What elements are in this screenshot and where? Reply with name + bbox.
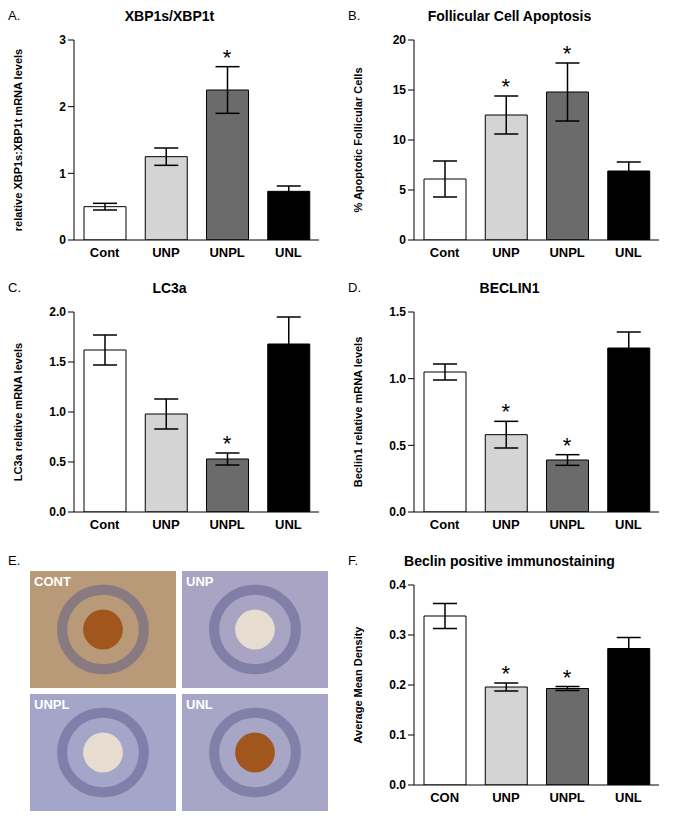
svg-text:0.0: 0.0 bbox=[49, 505, 66, 519]
html-text:XBP1s/XBP1t: XBP1s/XBP1t bbox=[124, 8, 215, 24]
svg-text:UNPL: UNPL bbox=[549, 790, 584, 805]
svg-text:Cont: Cont bbox=[430, 517, 460, 532]
html-text:CONT: CONT bbox=[34, 574, 71, 589]
html-text:Follicular Cell Apoptosis: Follicular Cell Apoptosis bbox=[427, 8, 592, 24]
svg-text:UNPL: UNPL bbox=[549, 517, 584, 532]
svg-text:UNPL: UNPL bbox=[209, 517, 244, 532]
html-text:Beclin positive immunostaining: Beclin positive immunostaining bbox=[404, 553, 615, 569]
svg-text:2: 2 bbox=[59, 100, 66, 114]
svg-text:10: 10 bbox=[393, 133, 407, 147]
html-text:D.: D. bbox=[348, 280, 361, 295]
svg-text:Cont: Cont bbox=[430, 245, 460, 260]
svg-text:*: * bbox=[563, 41, 572, 66]
svg-text:15: 15 bbox=[393, 83, 407, 97]
svg-text:*: * bbox=[223, 45, 232, 70]
svg-text:20: 20 bbox=[393, 33, 407, 47]
svg-text:UNP: UNP bbox=[492, 245, 520, 260]
svg-text:1: 1 bbox=[59, 167, 66, 181]
svg-text:*: * bbox=[502, 661, 511, 686]
svg-text:UNP: UNP bbox=[152, 245, 180, 260]
html-text:UNPL: UNPL bbox=[34, 697, 70, 712]
html-text:F.: F. bbox=[348, 553, 359, 568]
svg-text:UNP: UNP bbox=[492, 517, 520, 532]
svg-text:UNL: UNL bbox=[615, 517, 642, 532]
svg-text:5: 5 bbox=[399, 183, 406, 197]
svg-text:UNL: UNL bbox=[615, 245, 642, 260]
svg-text:1.0: 1.0 bbox=[389, 372, 406, 386]
svg-text:*: * bbox=[563, 433, 572, 458]
svg-text:% Apoptotic Follicular Cells: % Apoptotic Follicular Cells bbox=[352, 67, 364, 212]
svg-text:Beclin1 relative mRNA levels: Beclin1 relative mRNA levels bbox=[352, 337, 364, 488]
svg-text:relative XBP1s:XBP1t mRNA leve: relative XBP1s:XBP1t mRNA levels bbox=[12, 49, 24, 231]
svg-text:0.5: 0.5 bbox=[389, 439, 406, 453]
svg-text:2.0: 2.0 bbox=[49, 305, 66, 319]
svg-text:0.5: 0.5 bbox=[49, 455, 66, 469]
svg-text:UNPL: UNPL bbox=[209, 245, 244, 260]
html-text:BECLIN1: BECLIN1 bbox=[479, 280, 540, 296]
html-text:E.: E. bbox=[8, 553, 21, 568]
svg-text:0.3: 0.3 bbox=[389, 628, 406, 642]
svg-text:0.0: 0.0 bbox=[389, 505, 406, 519]
svg-text:*: * bbox=[502, 399, 511, 424]
svg-text:1.5: 1.5 bbox=[389, 305, 406, 319]
svg-text:0.0: 0.0 bbox=[389, 778, 406, 792]
svg-text:CON: CON bbox=[430, 790, 459, 805]
svg-text:LC3a relative mRNA levels: LC3a relative mRNA levels bbox=[12, 343, 24, 481]
svg-text:UNL: UNL bbox=[275, 517, 302, 532]
svg-text:*: * bbox=[223, 431, 232, 456]
svg-text:1.0: 1.0 bbox=[49, 405, 66, 419]
svg-text:0.2: 0.2 bbox=[389, 678, 406, 692]
svg-text:UNL: UNL bbox=[615, 790, 642, 805]
html-text:LC3a: LC3a bbox=[152, 280, 187, 296]
svg-text:0.1: 0.1 bbox=[389, 728, 406, 742]
svg-text:Average Mean Density: Average Mean Density bbox=[352, 626, 364, 744]
svg-text:0: 0 bbox=[399, 233, 406, 247]
svg-text:UNP: UNP bbox=[492, 790, 520, 805]
svg-text:*: * bbox=[502, 74, 511, 99]
svg-text:3: 3 bbox=[59, 33, 66, 47]
html-text:B.: B. bbox=[348, 8, 361, 23]
svg-text:UNL: UNL bbox=[275, 245, 302, 260]
svg-text:Cont: Cont bbox=[90, 517, 120, 532]
svg-text:1.5: 1.5 bbox=[49, 355, 66, 369]
svg-text:Cont: Cont bbox=[90, 245, 120, 260]
svg-text:UNPL: UNPL bbox=[549, 245, 584, 260]
svg-text:*: * bbox=[563, 665, 572, 690]
html-text:UNL: UNL bbox=[186, 697, 213, 712]
svg-text:0.4: 0.4 bbox=[389, 578, 406, 592]
html-text:A.: A. bbox=[8, 8, 21, 23]
html-text:UNP: UNP bbox=[186, 574, 214, 589]
svg-text:0: 0 bbox=[59, 233, 66, 247]
html-text:C.: C. bbox=[8, 280, 21, 295]
svg-text:UNP: UNP bbox=[152, 517, 180, 532]
